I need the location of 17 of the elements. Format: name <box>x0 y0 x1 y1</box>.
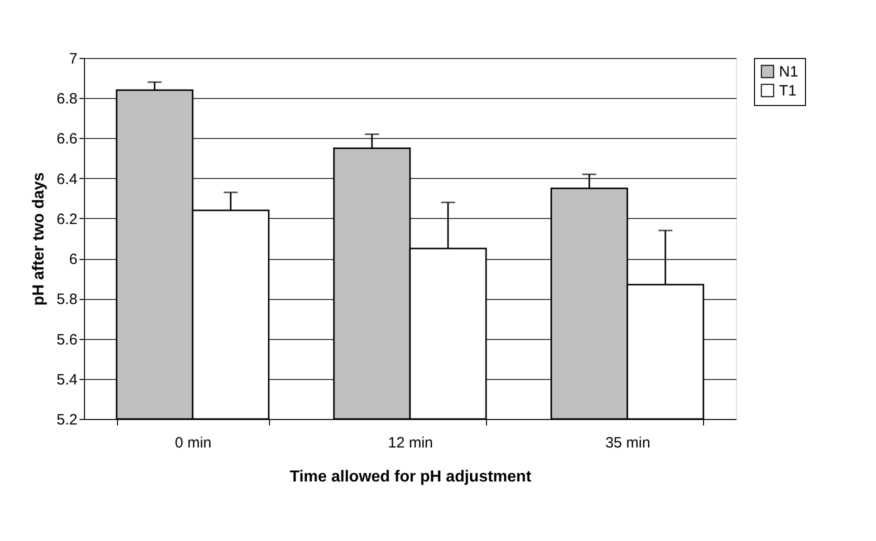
y-tick-label: 7 <box>69 50 78 68</box>
y-tick-label: 5.6 <box>56 331 78 348</box>
y-tick-label: 6.8 <box>56 90 78 108</box>
y-tick-label: 6.2 <box>56 210 78 228</box>
legend-label: T1 <box>779 82 797 100</box>
x-axis-title: Time allowed for pH adjustment <box>290 468 532 486</box>
y-axis-title: pH after two days <box>30 172 48 306</box>
y-tick-label: 6.6 <box>56 130 78 148</box>
y-tick-label: 6.4 <box>56 170 78 188</box>
x-tick-label: 35 min <box>605 434 650 452</box>
x-tick-label: 0 min <box>174 434 212 452</box>
y-tick-label: 6 <box>69 251 78 268</box>
legend-label: N1 <box>779 64 798 80</box>
y-tick-label: 5.2 <box>56 412 78 428</box>
y-tick-label: 5.8 <box>56 291 78 308</box>
x-tick-label: 12 min <box>388 434 434 452</box>
y-tick-label: 5.4 <box>56 371 78 388</box>
